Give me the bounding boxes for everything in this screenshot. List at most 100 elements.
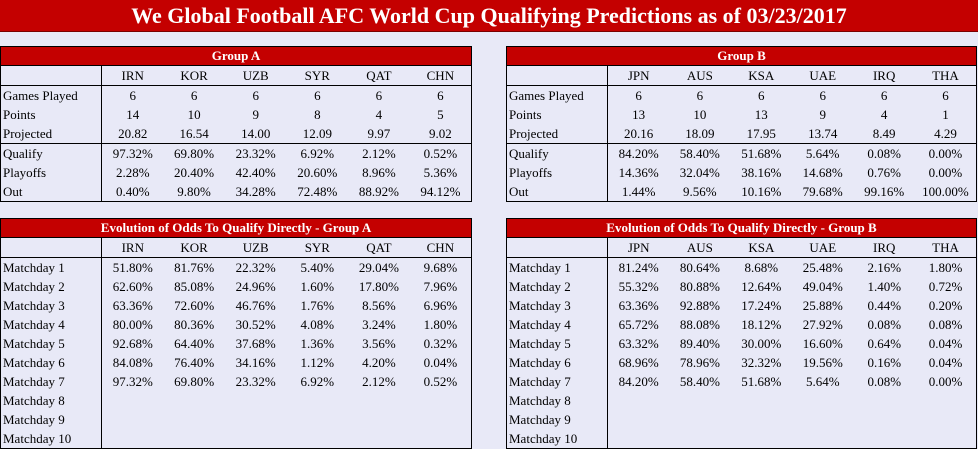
value-cell: 84.08% — [112, 355, 153, 370]
header-corner — [0, 65, 103, 86]
value-cell: 9 — [252, 107, 259, 122]
value-cell: 20.60% — [297, 165, 338, 180]
value-cell: 1.76% — [300, 298, 335, 313]
table-row: Qualify 97.32% 69.80% 23.32% 6.92% 2.12% 0.52% — [0, 143, 472, 163]
value-cell — [669, 391, 730, 410]
value-cell: 1.36% — [300, 336, 335, 351]
table-banner: Evolution of Odds To Qualify Directly - … — [0, 218, 472, 238]
table-row: Games Played 6 6 6 6 6 6 — [0, 85, 472, 105]
table-row: Matchday 10 — [0, 429, 472, 449]
value-cell: 17.24% — [741, 298, 782, 313]
row-label: Matchday 10 — [0, 429, 103, 449]
value-cell — [225, 429, 287, 449]
value-cell: 3.24% — [362, 317, 396, 332]
value-cell — [854, 410, 915, 429]
value-cell: 2.12% — [362, 374, 396, 389]
value-cell: 58.40% — [679, 374, 720, 389]
value-cell: 25.48% — [802, 260, 843, 275]
value-cell: 6 — [819, 88, 826, 103]
value-cell: 10.16% — [741, 184, 782, 199]
value-cell: 79.68% — [802, 184, 843, 199]
value-cell: 0.08% — [867, 374, 902, 389]
value-cell: 0.16% — [867, 355, 902, 370]
value-cell — [608, 429, 669, 449]
value-cell: 64.40% — [174, 336, 215, 351]
table-row: Out 0.40% 9.80% 34.28% 72.48% 88.92% 94.12% — [0, 182, 472, 202]
value-cell: 6 — [880, 88, 888, 103]
table-row: Projected 20.82 16.54 14.00 12.09 9.97 9.02 — [0, 124, 472, 144]
value-cell: 80.64% — [679, 260, 720, 275]
value-cell: 23.32% — [235, 374, 276, 389]
value-cell: 81.76% — [174, 260, 215, 275]
value-cell — [410, 391, 472, 410]
team-header: UAE — [792, 237, 854, 258]
row-label: Out — [506, 182, 609, 202]
team-header: IRQ — [853, 237, 915, 258]
value-cell: 9.68% — [423, 260, 458, 275]
row-label: Qualify — [0, 143, 103, 163]
value-cell: 8 — [314, 107, 321, 122]
table-row: Matchday 1 81.24% 80.64% 8.68% 25.48% 2.16% 1.… — [506, 257, 977, 277]
value-cell: 14.00 — [241, 126, 271, 141]
row-label: Out — [0, 182, 103, 202]
value-cell: 0.04% — [928, 336, 963, 351]
value-cell — [854, 429, 915, 449]
value-cell: 13.74 — [808, 126, 838, 141]
value-cell: 2.28% — [115, 165, 150, 180]
value-cell: 0.08% — [853, 143, 915, 163]
value-cell: 0.32% — [423, 336, 458, 351]
team-header: AUS — [669, 65, 731, 86]
value-cell — [102, 410, 164, 429]
row-label: Playoffs — [506, 163, 609, 182]
value-cell: 29.04% — [358, 260, 399, 275]
value-cell — [102, 391, 164, 410]
value-cell — [915, 410, 977, 429]
team-header: THA — [914, 237, 977, 258]
value-cell: 72.60% — [174, 298, 215, 313]
table-row: Matchday 9 — [506, 410, 977, 429]
value-cell: 0.00% — [914, 143, 977, 163]
row-label: Matchday 7 — [0, 372, 103, 391]
value-cell — [915, 391, 977, 410]
row-label: Playoffs — [0, 163, 103, 182]
value-cell: 37.68% — [235, 336, 276, 351]
table-row: Matchday 10 — [506, 429, 977, 449]
value-cell — [731, 429, 792, 449]
table-row: Matchday 8 — [0, 391, 472, 410]
table-banner: Group B — [506, 46, 977, 66]
value-cell — [915, 429, 977, 449]
value-cell: 6 — [437, 88, 444, 103]
row-label: Matchday 9 — [506, 410, 609, 429]
row-label: Matchday 2 — [0, 277, 103, 296]
value-cell: 13 — [754, 107, 768, 122]
team-header: KOR — [163, 65, 225, 86]
value-cell: 30.00% — [741, 336, 782, 351]
row-label: Matchday 10 — [506, 429, 609, 449]
value-cell: 9.97 — [367, 126, 391, 141]
value-cell: 0.04% — [928, 355, 963, 370]
value-cell: 8.68% — [744, 260, 779, 275]
row-label: Matchday 7 — [506, 372, 609, 391]
row-label: Matchday 6 — [0, 353, 103, 372]
value-cell: 16.54 — [179, 126, 209, 141]
table-row: Projected 20.16 18.09 17.95 13.74 8.49 4.29 — [506, 124, 977, 144]
team-header: IRN — [101, 65, 164, 86]
value-cell: 20.82 — [118, 126, 148, 141]
value-cell: 0.52% — [409, 143, 472, 163]
table-row: Matchday 6 84.08% 76.40% 34.16% 1.12% 4.20% 0.… — [0, 353, 472, 372]
value-cell: 76.40% — [174, 355, 215, 370]
row-label: Games Played — [0, 85, 103, 105]
value-cell: 62.60% — [112, 279, 153, 294]
value-cell: 6 — [190, 88, 198, 103]
value-cell: 22.32% — [235, 260, 276, 275]
value-cell: 0.72% — [928, 279, 963, 294]
value-cell — [792, 410, 853, 429]
value-cell: 4 — [375, 107, 383, 122]
value-cell: 65.72% — [618, 317, 659, 332]
table-row: Matchday 2 62.60% 85.08% 24.96% 1.60% 17.80% 7… — [0, 277, 472, 296]
value-cell: 18.12% — [741, 317, 782, 332]
value-cell: 14.36% — [618, 165, 659, 180]
value-cell: 0.04% — [423, 355, 458, 370]
row-label: Projected — [506, 124, 609, 144]
team-header: THA — [914, 65, 977, 86]
